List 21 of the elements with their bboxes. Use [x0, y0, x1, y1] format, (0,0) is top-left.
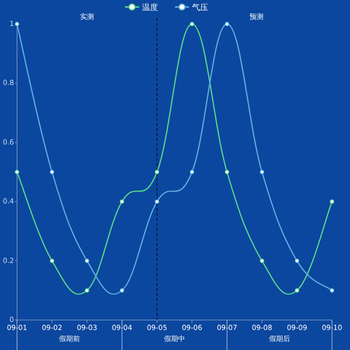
point [330, 199, 334, 204]
point [50, 170, 54, 174]
point [120, 288, 124, 293]
point [330, 288, 334, 293]
point [84, 288, 90, 293]
point [50, 258, 54, 263]
point [14, 170, 20, 174]
point [190, 22, 194, 26]
point [190, 170, 194, 174]
point [260, 258, 264, 263]
legend-label: 气压 [192, 3, 208, 12]
point [294, 288, 300, 293]
point [294, 258, 300, 263]
point [120, 199, 124, 204]
point [84, 258, 90, 263]
legend-label: 温度 [142, 3, 158, 12]
point [224, 22, 230, 26]
point [224, 170, 230, 174]
point [154, 170, 160, 174]
point [260, 170, 264, 174]
point [154, 199, 160, 204]
